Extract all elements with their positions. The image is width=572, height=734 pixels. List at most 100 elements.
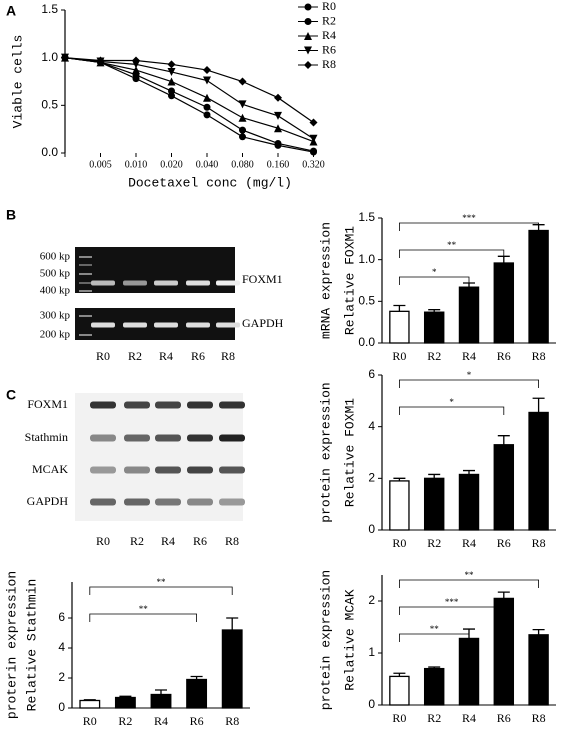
x-tick-label: R6	[497, 536, 511, 550]
band	[154, 322, 178, 328]
point	[304, 18, 312, 25]
significance-label: **	[447, 240, 457, 250]
y-tick-label: 0	[368, 697, 375, 711]
band	[219, 466, 245, 474]
point	[274, 111, 282, 120]
y-tick-label: 0.0	[41, 145, 58, 159]
significance-label: ***	[462, 213, 476, 223]
significance-label: **	[157, 577, 167, 587]
x-tick-label: 0.005	[89, 159, 112, 170]
point	[239, 133, 246, 141]
legend-label: R0	[322, 0, 336, 13]
x-tick-label: R8	[532, 536, 546, 550]
error-bar	[83, 699, 96, 701]
panel-label: B	[6, 207, 16, 223]
y-tick-label: 1.5	[41, 2, 58, 16]
x-axis-label: Docetaxel conc (mg/l)	[128, 175, 292, 190]
significance-label: *	[467, 370, 472, 380]
marker-label: 400 kp	[40, 285, 71, 297]
y-axis-label: proterin expression	[4, 571, 19, 719]
significance-label: **	[465, 570, 475, 580]
band	[90, 434, 116, 442]
legend-label: R8	[322, 57, 336, 71]
point	[274, 124, 282, 133]
bar	[458, 473, 480, 531]
bar	[423, 667, 445, 706]
lane-label: R8	[221, 349, 235, 363]
band	[90, 466, 116, 474]
band	[219, 434, 245, 442]
ladder-band	[79, 256, 92, 258]
error-bar	[155, 689, 167, 695]
bar	[79, 699, 101, 709]
point	[304, 3, 312, 11]
band	[186, 322, 210, 328]
x-tick-label: 0.020	[160, 159, 183, 170]
marker-label: 300 kp	[40, 310, 71, 322]
band	[187, 498, 213, 506]
band	[124, 466, 150, 474]
significance-label: **	[430, 624, 440, 634]
y-axis-label: Relative FOXM1	[342, 398, 357, 507]
significance-label: ***	[445, 597, 459, 607]
marker-label: 200 kp	[40, 329, 71, 341]
band	[124, 434, 150, 442]
marker-label: 600 kp	[40, 251, 71, 263]
error-bar	[532, 628, 545, 635]
y-axis-label: Relative MCAK	[342, 589, 357, 691]
point	[61, 53, 69, 62]
x-tick-label: 0.160	[267, 159, 290, 170]
point	[238, 100, 247, 109]
significance-label: *	[432, 267, 437, 277]
point	[238, 77, 247, 86]
x-tick-label: R0	[83, 714, 97, 728]
x-tick-label: R6	[497, 711, 511, 725]
band	[155, 434, 181, 442]
x-tick-label: R0	[392, 711, 406, 725]
y-tick-label: 2	[368, 471, 375, 485]
x-tick-label: R0	[392, 536, 406, 550]
x-tick-label: R8	[532, 349, 546, 363]
lane-label: R0	[96, 349, 110, 363]
error-bar	[393, 477, 406, 481]
point	[304, 61, 312, 69]
band	[155, 466, 181, 474]
y-tick-label: 4	[58, 640, 65, 654]
point	[274, 93, 282, 102]
band	[219, 498, 245, 506]
significance-bracket	[399, 579, 539, 588]
x-tick-label: R2	[427, 711, 441, 725]
y-tick-label: 6	[368, 367, 375, 381]
significance-bracket	[399, 379, 539, 388]
y-axis-label: Relative Stathmin	[24, 579, 39, 712]
band	[123, 280, 147, 286]
panel-label: C	[6, 387, 16, 403]
band	[124, 401, 150, 409]
row-label: Stathmin	[25, 430, 68, 444]
significance-bracket	[89, 613, 197, 622]
band	[154, 280, 178, 286]
significance-bracket	[399, 633, 470, 642]
error-bar	[463, 469, 475, 475]
point	[304, 32, 312, 40]
lane-label: R4	[159, 349, 173, 363]
bar	[114, 696, 136, 709]
band	[91, 322, 115, 328]
legend-label: R2	[322, 13, 336, 27]
lane-label: R4	[161, 534, 175, 548]
significance-bracket	[399, 606, 505, 615]
ladder-band	[79, 273, 92, 275]
y-tick-label: 2	[58, 670, 65, 684]
bar	[493, 262, 515, 344]
y-tick-label: 4	[368, 419, 375, 433]
error-bar	[497, 591, 510, 599]
point	[309, 134, 318, 143]
line	[64, 57, 314, 140]
significance-bracket	[399, 276, 470, 285]
band	[219, 401, 245, 409]
bar	[186, 678, 208, 709]
lane-label: R8	[225, 534, 239, 548]
error-bar	[428, 666, 441, 669]
band	[124, 498, 150, 506]
significance-bracket	[89, 586, 233, 595]
